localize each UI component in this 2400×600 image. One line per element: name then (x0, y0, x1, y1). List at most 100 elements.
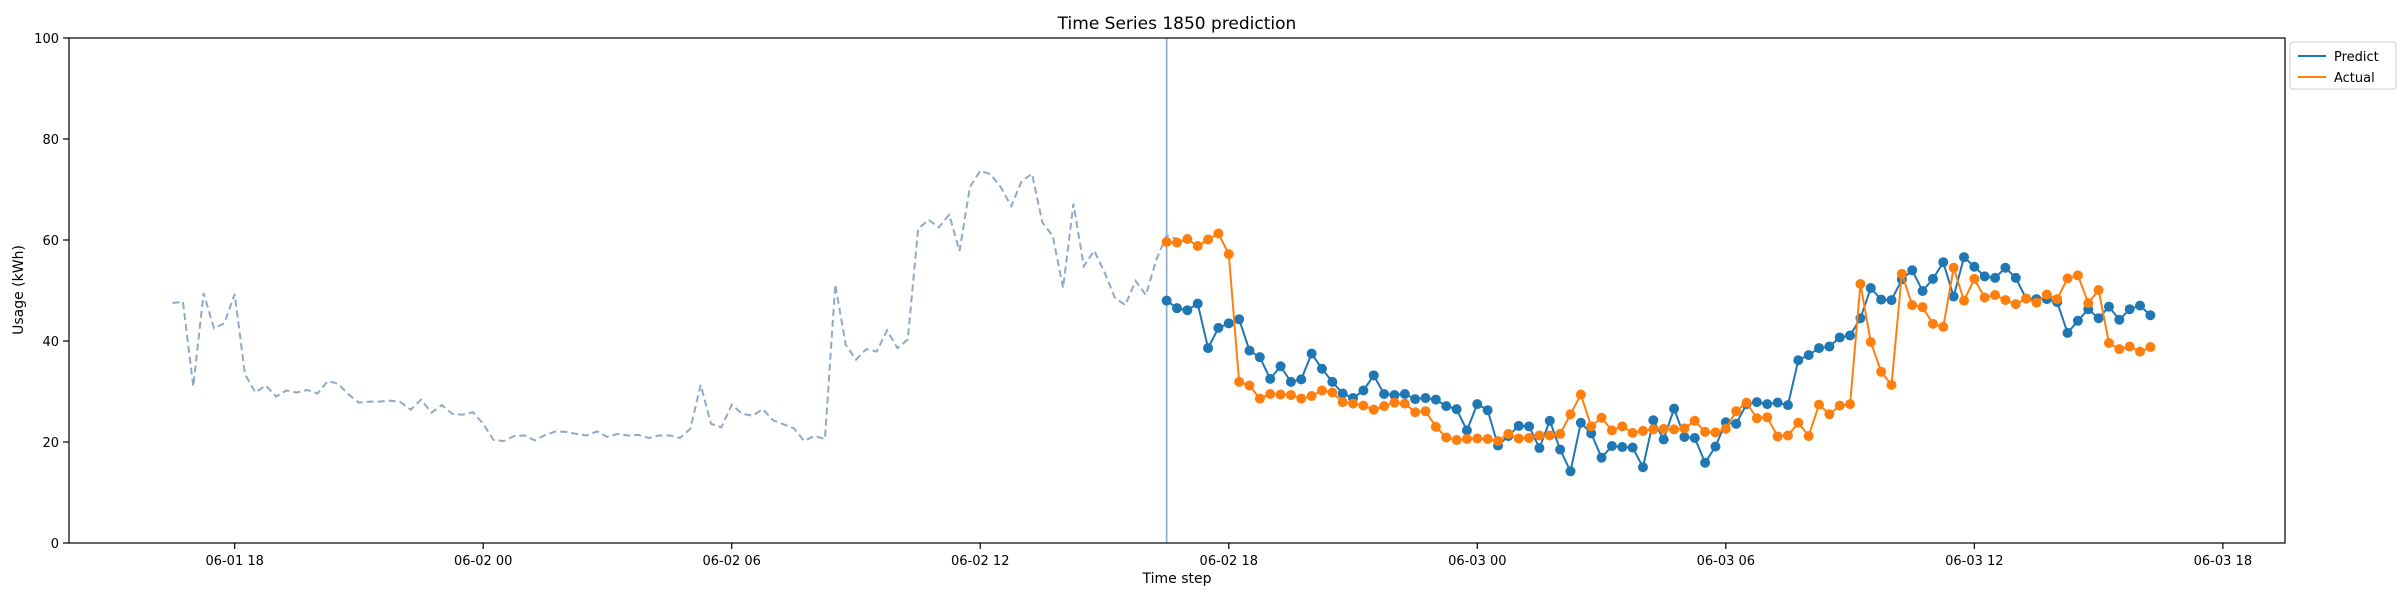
predict-point (1265, 373, 1276, 384)
actual-point (1410, 407, 1421, 418)
actual-point (1596, 412, 1607, 423)
chart-title: Time Series 1850 prediction (1057, 14, 1297, 34)
predict-point (1451, 404, 1462, 415)
actual-point (1213, 228, 1224, 239)
predict-point (1192, 298, 1203, 309)
actual-point (1979, 292, 1990, 303)
x-tick-label: 06-03 18 (2194, 554, 2252, 569)
predict-series-line (1166, 255, 2152, 475)
actual-point (1534, 430, 1545, 441)
legend-label-predict: Predict (2334, 50, 2379, 65)
predict-point (1368, 370, 1379, 381)
predict-point (2145, 310, 2156, 321)
actual-point (2031, 297, 2042, 308)
axes: 0 20 40 60 80 100 06-01 18 06-02 00 06-02 06 06-0… (34, 32, 2286, 569)
predict-point (1845, 330, 1856, 341)
actual-point (1907, 300, 1918, 311)
actual-point (1958, 295, 1969, 306)
predict-point (1461, 425, 1472, 436)
actual-point (1948, 262, 1959, 273)
predict-point (1731, 418, 1742, 429)
predict-point (1772, 397, 1783, 408)
actual-point (1192, 241, 1203, 252)
actual-point (1254, 393, 1265, 404)
actual-point (1637, 425, 1648, 436)
actual-point (1896, 268, 1907, 279)
predict-point (1203, 343, 1214, 354)
actual-point (1627, 427, 1638, 438)
actual-point (2041, 289, 2052, 300)
plot-area (172, 38, 2156, 543)
actual-point (1472, 433, 1483, 444)
predict-point (1751, 397, 1762, 408)
predict-point (1948, 291, 1959, 302)
actual-point (1275, 389, 1286, 400)
actual-point (1689, 415, 1700, 426)
predict-point (1658, 434, 1669, 445)
x-tick-label: 06-03 00 (1448, 554, 1506, 569)
actual-point (2114, 344, 2125, 355)
actual-point (1803, 430, 1814, 441)
actual-point (1544, 430, 1555, 441)
actual-point (1451, 434, 1462, 445)
predict-point (1648, 415, 1659, 426)
actual-point (2021, 293, 2032, 304)
actual-point (1316, 385, 1327, 396)
x-tick-label: 06-02 00 (454, 554, 512, 569)
predict-point (1254, 352, 1265, 363)
predict-point (1234, 314, 1245, 325)
predict-point (2124, 304, 2135, 315)
actual-point (1389, 397, 1400, 408)
predict-point (1575, 417, 1586, 428)
actual-point (1658, 423, 1669, 434)
actual-point (1265, 389, 1276, 400)
actual-point (1161, 237, 1172, 248)
predict-point (2062, 327, 2073, 338)
predict-point (1296, 374, 1307, 385)
predict-point (1555, 444, 1566, 455)
predict-point (1917, 286, 1928, 296)
actual-point (1244, 380, 1255, 391)
actual-point (1782, 430, 1793, 441)
predict-point (2093, 313, 2104, 324)
predict-point (1886, 295, 1897, 306)
legend-label-actual: Actual (2334, 71, 2375, 86)
actual-point (2103, 338, 2114, 349)
actual-point (1172, 237, 1182, 248)
predict-point (1824, 341, 1835, 352)
predict-point (1606, 441, 1617, 452)
y-tick-label: 80 (42, 133, 59, 148)
predict-point (1927, 273, 1938, 284)
actual-point (1493, 435, 1504, 446)
predict-point (1441, 401, 1452, 412)
predict-point (1969, 261, 1980, 272)
x-tick-label: 06-02 18 (1200, 554, 1258, 569)
actual-point (1306, 391, 1317, 402)
actual-point (2124, 341, 2135, 352)
actual-point (2000, 295, 2011, 306)
predict-point (1637, 462, 1648, 473)
actual-point (1379, 401, 1390, 412)
actual-point (1834, 400, 1845, 411)
predict-point (1617, 442, 1628, 453)
predict-point (1420, 393, 1431, 404)
y-tick-label: 100 (34, 32, 59, 47)
y-tick-label: 40 (42, 335, 59, 350)
actual-point (1430, 421, 1441, 432)
actual-point (2145, 342, 2156, 353)
actual-point (2052, 294, 2063, 305)
actual-point (1938, 321, 1949, 332)
actual-point (2135, 346, 2146, 357)
predict-point (1399, 389, 1410, 400)
actual-point (1617, 421, 1628, 432)
predict-point (1793, 355, 1804, 366)
x-tick-label: 06-03 06 (1697, 554, 1755, 569)
y-tick-label: 60 (42, 234, 59, 249)
actual-point (1679, 423, 1690, 434)
predict-point (1172, 303, 1182, 314)
predict-point (1327, 376, 1338, 387)
y-axis-label: Usage (kWh) (11, 245, 27, 335)
actual-point (1845, 399, 1856, 410)
predict-point (1389, 390, 1400, 401)
